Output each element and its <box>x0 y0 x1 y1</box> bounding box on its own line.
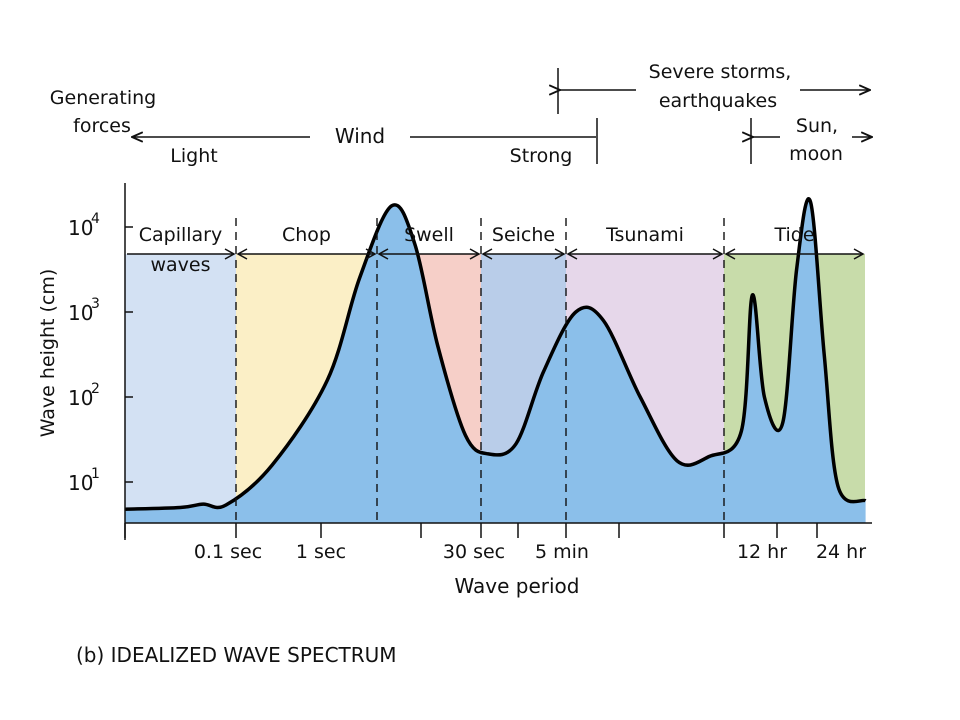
storms-label: Severe storms, <box>649 61 792 83</box>
x-tick-label: 30 sec <box>443 541 505 563</box>
region-label-tsunami: Tsunami <box>605 224 684 246</box>
region-labels: Capillary waves Chop Swell Seiche Tsunami Tide <box>139 224 815 276</box>
y-tick-label: 10 <box>68 386 93 410</box>
region-arrowhead <box>853 248 865 260</box>
region-arrowhead <box>712 248 724 260</box>
region-arrowhead <box>566 248 578 260</box>
region-label-swell: Swell <box>404 224 454 246</box>
region-arrowhead <box>236 248 248 260</box>
earthquakes-label: earthquakes <box>659 90 777 112</box>
y-tick-exponent: 4 <box>91 211 100 227</box>
wind-label: Wind <box>335 124 385 148</box>
region-arrows <box>127 248 865 260</box>
figure-caption: (b) IDEALIZED WAVE SPECTRUM <box>76 643 397 667</box>
region-dividers <box>235 218 725 523</box>
sun-label: Sun, <box>796 115 838 137</box>
strong-label: Strong <box>510 145 573 167</box>
region-arrowhead <box>377 248 389 260</box>
region-label-tide: Tide <box>773 224 814 246</box>
y-axis-label: Wave height (cm) <box>37 269 59 438</box>
region-label-chop: Chop <box>282 224 331 246</box>
region-arrowhead <box>724 248 736 260</box>
region-label-line2: waves <box>150 254 210 276</box>
generating-forces-label: Generating <box>50 87 156 109</box>
spectrum-line <box>124 197 867 511</box>
spectrum-curve <box>124 197 867 523</box>
x-tick-label: 12 hr <box>737 541 787 563</box>
region-arrowhead <box>224 248 236 260</box>
light-label: Light <box>170 145 217 167</box>
region-bg-capillary <box>125 254 236 523</box>
region-arrowhead <box>365 248 377 260</box>
generating-forces-label-2: forces <box>73 115 131 137</box>
y-tick-exponent: 1 <box>91 466 100 482</box>
x-ticks <box>124 523 818 538</box>
x-axis-label: Wave period <box>455 574 580 598</box>
x-tick-label: 24 hr <box>816 541 866 563</box>
x-tick-label: 5 min <box>535 541 589 563</box>
spectrum-area <box>125 198 866 523</box>
y-tick-exponent: 2 <box>91 381 100 397</box>
region-arrowhead <box>481 248 493 260</box>
moon-label: moon <box>789 143 843 165</box>
region-label-capillary: Capillary <box>139 224 223 246</box>
x-tick-label: 1 sec <box>296 541 346 563</box>
region-label-seiche: Seiche <box>492 224 555 246</box>
y-tick-label: 10 <box>68 301 93 325</box>
x-tick-label: 0.1 sec <box>194 541 262 563</box>
y-tick-label: 10 <box>68 216 93 240</box>
region-arrowhead <box>469 248 481 260</box>
axes <box>124 183 872 540</box>
region-arrowhead <box>554 248 566 260</box>
y-tick-exponent: 3 <box>91 296 100 312</box>
generating-forces-header: Generating forces Wind Light Strong Seve… <box>50 61 872 167</box>
y-tick-label: 10 <box>68 471 93 495</box>
x-tick-labels: 0.1 sec 1 sec 30 sec 5 min 12 hr 24 hr <box>194 541 866 563</box>
